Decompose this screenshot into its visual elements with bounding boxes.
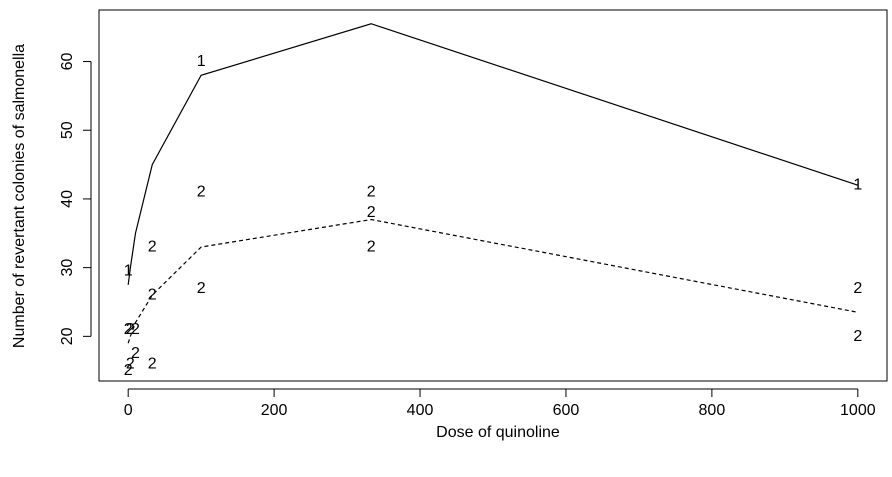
- series-2-point-label: 2: [131, 321, 140, 338]
- series-2-point-label: 2: [367, 204, 376, 221]
- series-1-point-label: 1: [124, 263, 133, 280]
- y-tick-label: 60: [59, 53, 76, 71]
- y-tick-label: 50: [59, 121, 76, 139]
- y-axis: 20 30 40 50 60: [59, 53, 92, 345]
- x-tick-label: 0: [124, 402, 133, 419]
- x-tick-label: 400: [407, 402, 434, 419]
- series-1-line: [127, 23, 859, 285]
- series-2-point-label: 2: [126, 321, 135, 338]
- series-2-point-label: 2: [197, 280, 206, 297]
- x-axis: 0 200 400 600 800 1000: [124, 388, 876, 419]
- y-tick-label: 40: [59, 190, 76, 208]
- series-2-line: [127, 218, 858, 344]
- plot-frame: [98, 9, 888, 382]
- series-2-point-label: 2: [148, 287, 157, 304]
- series-2-point-label: 2: [367, 239, 376, 256]
- series-1-point-label: 1: [197, 53, 206, 70]
- y-tick-label: 20: [59, 327, 76, 345]
- x-tick-label: 600: [553, 402, 580, 419]
- series-2-point-label: 2: [124, 362, 133, 379]
- y-axis-label: Number of revertant colonies of salmonel…: [11, 44, 28, 348]
- series-2-point-label: 2: [148, 239, 157, 256]
- series-2-point-label: 2: [131, 345, 140, 362]
- x-tick-label: 1000: [840, 402, 876, 419]
- series-2-point-label: 2: [148, 355, 157, 372]
- series-2-point-label: 2: [853, 328, 862, 345]
- series-2-point-label: 2: [124, 321, 133, 338]
- x-tick-label: 800: [699, 402, 726, 419]
- series-2-point-label: 2: [853, 280, 862, 297]
- x-tick-label: 200: [261, 402, 288, 419]
- series-1-point-label: 1: [853, 177, 862, 194]
- series-2-point-label: 2: [367, 184, 376, 201]
- x-axis-label: Dose of quinoline: [436, 424, 560, 441]
- series-2-point-label: 2: [197, 184, 206, 201]
- y-tick-label: 30: [59, 259, 76, 277]
- series-2-point-label: 2: [126, 355, 135, 372]
